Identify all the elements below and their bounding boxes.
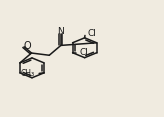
Text: Cl: Cl (80, 48, 88, 57)
Text: CH₃: CH₃ (21, 69, 35, 78)
Text: Cl: Cl (87, 29, 96, 38)
Text: O: O (23, 41, 31, 51)
Text: N: N (58, 27, 64, 36)
